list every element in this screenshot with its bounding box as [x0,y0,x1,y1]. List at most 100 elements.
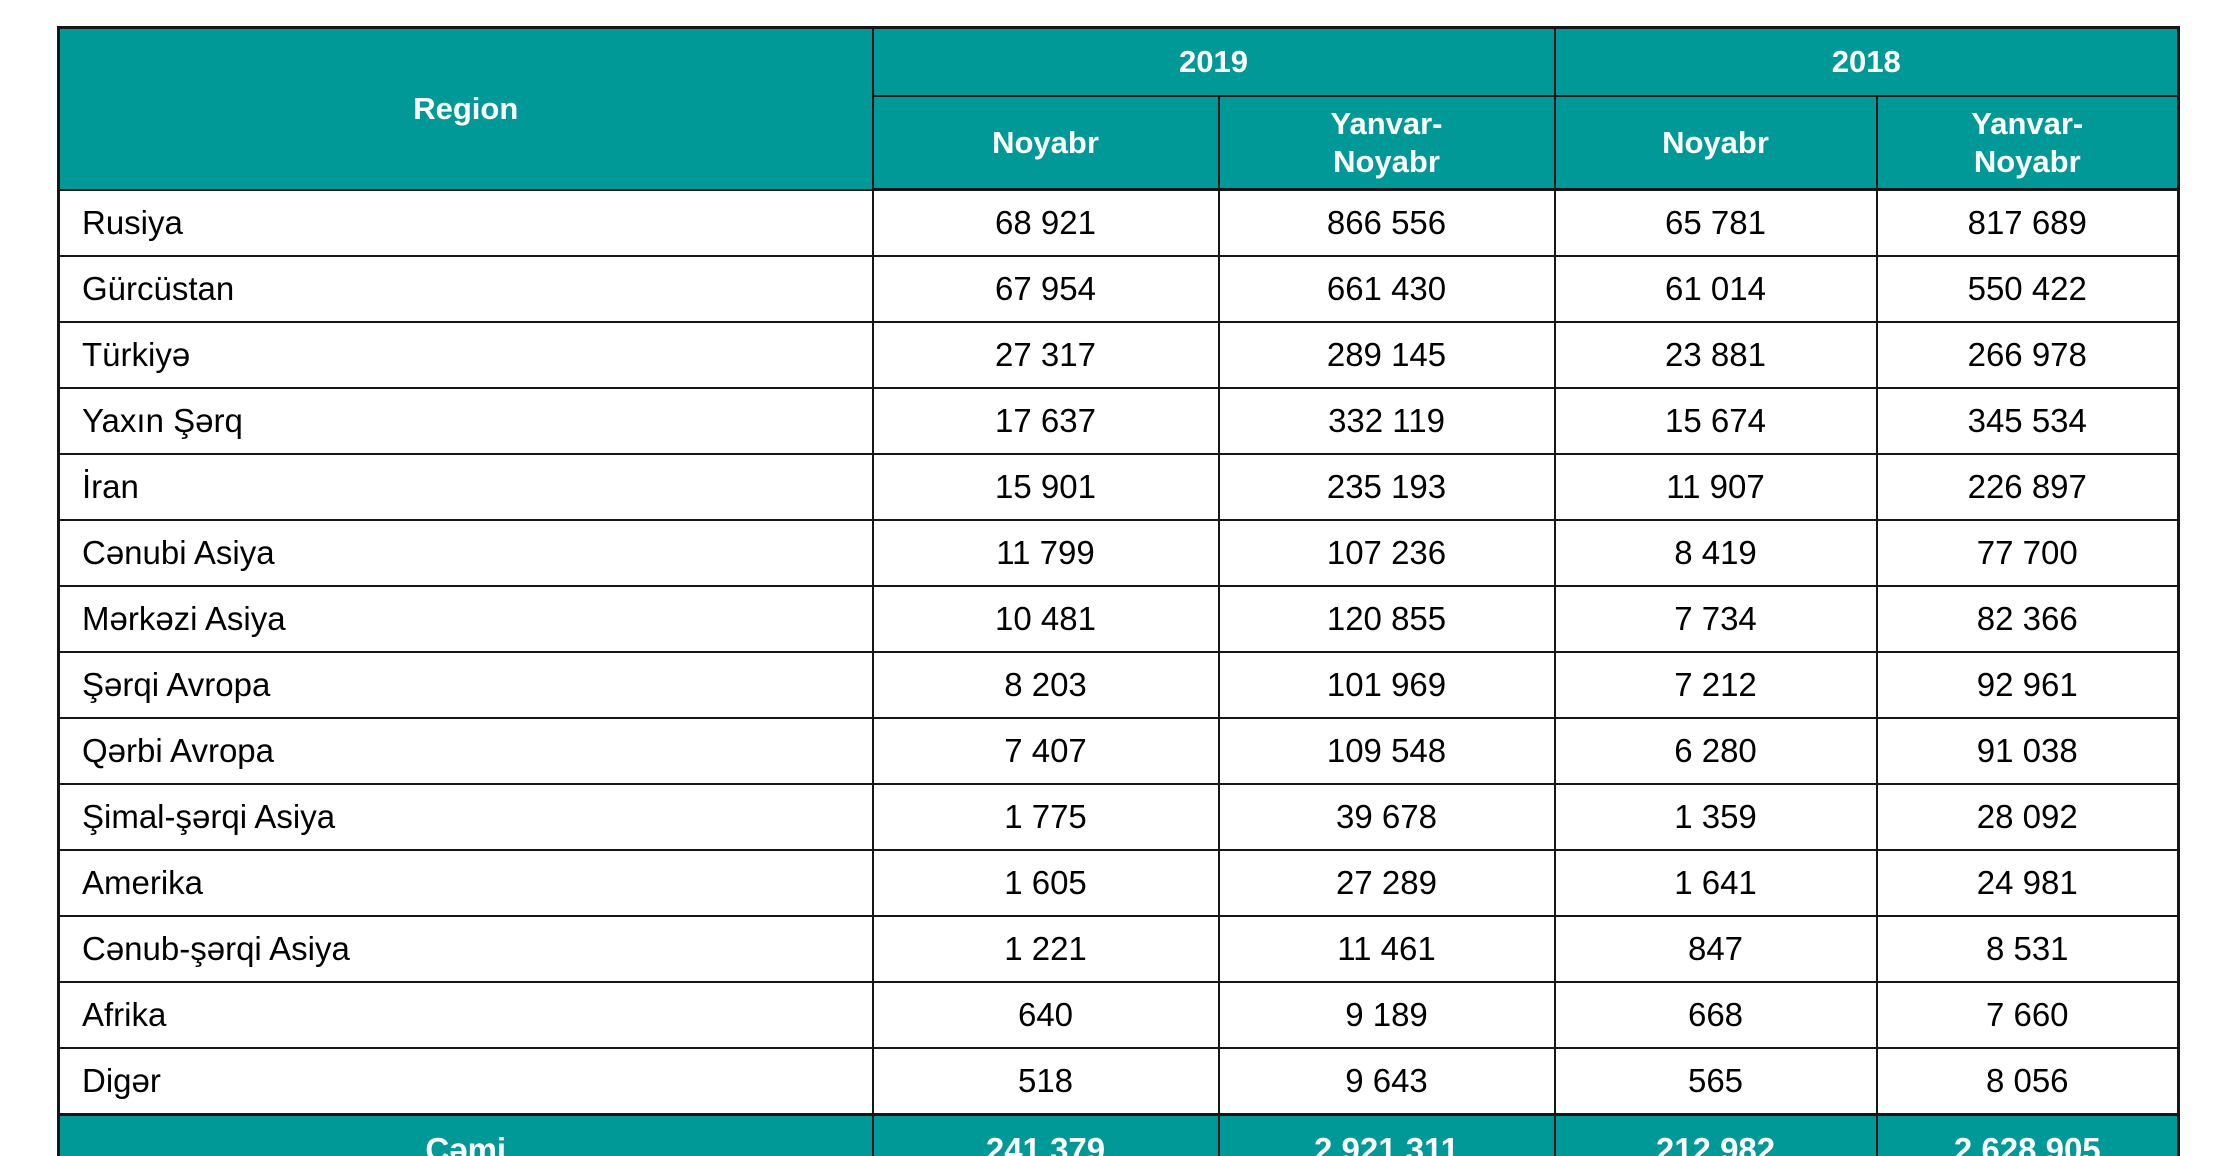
region-cell: Qərbi Avropa [57,717,874,785]
value-cell: 817 689 [1875,188,2180,257]
column-group-2019: 2019 [871,26,1556,97]
value-cell: 107 236 [1217,519,1556,587]
value-cell: 266 978 [1875,321,2180,389]
value-cell: 226 897 [1875,453,2180,521]
value-cell: 11 799 [871,519,1220,587]
column-header-yanvar-noyabr-2019: Yanvar- Noyabr [1217,95,1556,191]
value-cell: 68 921 [871,188,1220,257]
value-cell: 289 145 [1217,321,1556,389]
value-cell: 1 359 [1553,783,1878,851]
value-cell: 8 203 [871,651,1220,719]
header-month-row: Noyabr Yanvar- Noyabr Noyabr Yanvar- Noy… [59,95,2180,191]
value-cell: 1 605 [871,849,1220,917]
value-cell: 9 643 [1217,1047,1556,1116]
value-cell: 8 056 [1875,1047,2180,1116]
value-cell: 565 [1553,1047,1878,1116]
table-row: Digər 518 9 643 565 8 056 [57,1047,2180,1116]
table-row: Türkiyə 27 317 289 145 23 881 266 978 [57,321,2180,389]
table-row: Yaxın Şərq 17 637 332 119 15 674 345 534 [57,387,2180,455]
total-row: Cəmi 241 379 2 921 311 212 982 2 628 905 [57,1113,2180,1156]
column-header-noyabr-2018: Noyabr [1553,95,1878,191]
region-cell: Digər [57,1047,874,1116]
value-cell: 120 855 [1217,585,1556,653]
total-value-cell: 2 628 905 [1875,1113,2180,1156]
region-cell: Amerika [57,849,874,917]
region-cell: Yaxın Şərq [57,387,874,455]
value-cell: 668 [1553,981,1878,1049]
value-cell: 235 193 [1217,453,1556,521]
value-cell: 7 734 [1553,585,1878,653]
table-row: Gürcüstan 67 954 661 430 61 014 550 422 [57,255,2180,323]
region-cell: Cənub-şərqi Asiya [57,915,874,983]
value-cell: 550 422 [1875,255,2180,323]
regional-statistics-table: Region 2019 2018 Noyabr Yanvar- Noyabr N… [57,26,2180,1156]
value-cell: 11 907 [1553,453,1878,521]
value-cell: 1 641 [1553,849,1878,917]
value-cell: 847 [1553,915,1878,983]
value-cell: 7 212 [1553,651,1878,719]
value-cell: 39 678 [1217,783,1556,851]
region-cell: Afrika [57,981,874,1049]
region-cell: Şərqi Avropa [57,651,874,719]
column-group-2018: 2018 [1553,26,2180,97]
region-cell: Mərkəzi Asiya [57,585,874,653]
table-row: Qərbi Avropa 7 407 109 548 6 280 91 038 [57,717,2180,785]
value-cell: 65 781 [1553,188,1878,257]
column-header-noyabr-2019: Noyabr [871,95,1220,191]
total-value-cell: 2 921 311 [1217,1113,1556,1156]
region-cell: Gürcüstan [57,255,874,323]
value-cell: 661 430 [1217,255,1556,323]
region-cell: Türkiyə [57,321,874,389]
value-cell: 1 775 [871,783,1220,851]
table-row: Cənub-şərqi Asiya 1 221 11 461 847 8 531 [57,915,2180,983]
value-cell: 10 481 [871,585,1220,653]
total-value-cell: 241 379 [871,1113,1220,1156]
value-cell: 67 954 [871,255,1220,323]
table-row: Rusiya 68 921 866 556 65 781 817 689 [57,188,2180,257]
column-header-region: Region [57,26,874,191]
value-cell: 23 881 [1553,321,1878,389]
value-cell: 27 289 [1217,849,1556,917]
value-cell: 9 189 [1217,981,1556,1049]
table-row: Amerika 1 605 27 289 1 641 24 981 [57,849,2180,917]
value-cell: 24 981 [1875,849,2180,917]
value-cell: 866 556 [1217,188,1556,257]
value-cell: 8 419 [1553,519,1878,587]
total-label: Cəmi [57,1113,874,1156]
value-cell: 15 674 [1553,387,1878,455]
value-cell: 109 548 [1217,717,1556,785]
region-cell: Şimal-şərqi Asiya [57,783,874,851]
table-row: İran 15 901 235 193 11 907 226 897 [57,453,2180,521]
table-row: Afrika 640 9 189 668 7 660 [57,981,2180,1049]
value-cell: 345 534 [1875,387,2180,455]
value-cell: 61 014 [1553,255,1878,323]
table-row: Cənubi Asiya 11 799 107 236 8 419 77 700 [57,519,2180,587]
value-cell: 28 092 [1875,783,2180,851]
table-row: Şimal-şərqi Asiya 1 775 39 678 1 359 28 … [57,783,2180,851]
region-cell: Rusiya [57,188,874,257]
value-cell: 82 366 [1875,585,2180,653]
header-year-row: Region 2019 2018 [57,26,2180,191]
value-cell: 640 [871,981,1220,1049]
value-cell: 8 531 [1875,915,2180,983]
value-cell: 6 280 [1553,717,1878,785]
value-cell: 101 969 [1217,651,1556,719]
value-cell: 332 119 [1217,387,1556,455]
table-row: Şərqi Avropa 8 203 101 969 7 212 92 961 [57,651,2180,719]
value-cell: 518 [871,1047,1220,1116]
value-cell: 15 901 [871,453,1220,521]
value-cell: 11 461 [1217,915,1556,983]
region-cell: Cənubi Asiya [57,519,874,587]
region-cell: İran [57,453,874,521]
value-cell: 7 407 [871,717,1220,785]
value-cell: 77 700 [1875,519,2180,587]
value-cell: 27 317 [871,321,1220,389]
value-cell: 1 221 [871,915,1220,983]
total-value-cell: 212 982 [1553,1113,1878,1156]
table-row: Mərkəzi Asiya 10 481 120 855 7 734 82 36… [57,585,2180,653]
value-cell: 7 660 [1875,981,2180,1049]
value-cell: 92 961 [1875,651,2180,719]
value-cell: 17 637 [871,387,1220,455]
value-cell: 91 038 [1875,717,2180,785]
